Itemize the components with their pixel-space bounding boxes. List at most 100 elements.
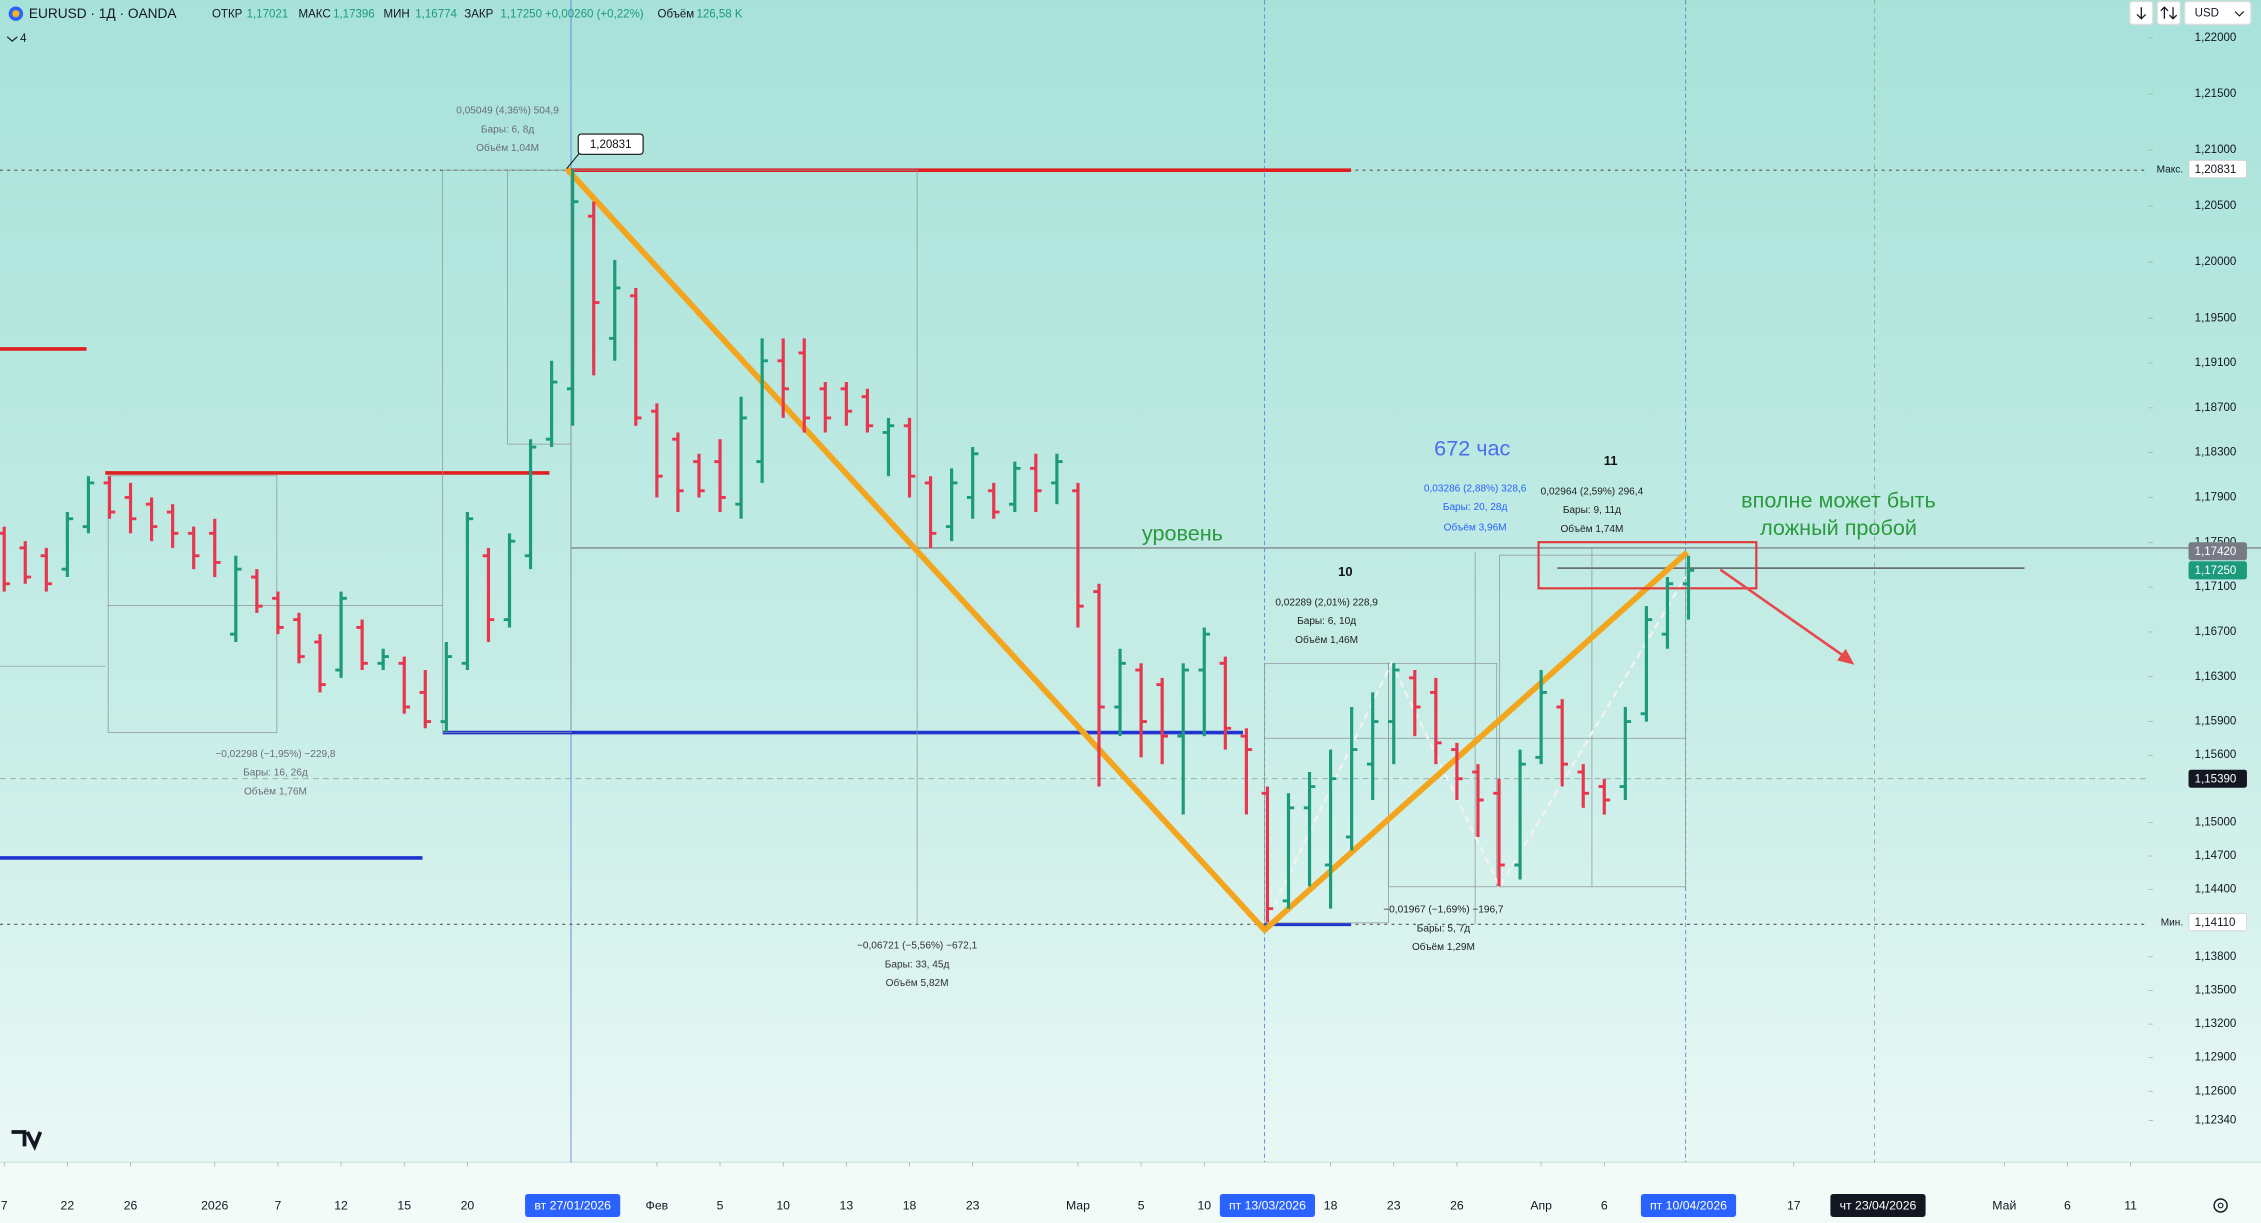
measure-text: Бары: 33, 45д: [885, 959, 950, 970]
x-tick-label: 26: [1450, 1198, 1464, 1212]
y-tick-label: 1,16700: [2195, 626, 2237, 638]
y-tick-label: 1,18300: [2195, 447, 2237, 459]
field-label: ЗАКР: [464, 8, 493, 20]
measure-text: Объём 1,29M: [1412, 941, 1475, 953]
measure-text: Объём 1,76M: [244, 785, 307, 797]
measure-text: −0,01967 (−1,69%) −196,7: [1383, 905, 1504, 916]
bars: [0, 169, 1695, 923]
field-value: 1,17250: [500, 8, 542, 20]
date-tag: [1640, 1193, 1737, 1218]
level-label: уровень: [1142, 521, 1223, 546]
measure-text: 0,02289 (2,01%) 228,9: [1275, 597, 1378, 608]
y-tick-label: 1,14400: [2195, 884, 2237, 896]
symbol-icon: [12, 10, 20, 18]
plot-background: [0, 0, 2261, 1163]
y-tick-label: 1,17900: [2195, 492, 2237, 504]
y-tick-label: 1,12900: [2195, 1052, 2237, 1064]
y-tick-label: 1,20000: [2195, 256, 2237, 268]
button-icon: [2160, 6, 2178, 20]
x-tick-label: 7: [1, 1198, 8, 1212]
currency: USD: [2195, 8, 2219, 20]
date-tag: [525, 1193, 621, 1218]
y-tick-label: 1,21000: [2195, 144, 2237, 156]
price-tag: [2188, 913, 2247, 932]
x-tick-label: 5: [1138, 1198, 1145, 1212]
settings-icon-center: [2217, 1202, 2224, 1209]
hours-label: 672 час: [1434, 436, 1510, 461]
y-tick-label: 1,21500: [2195, 88, 2237, 100]
comment: ложный пробой: [1760, 515, 1917, 540]
price-tag: [2188, 769, 2247, 788]
field-label: МАКС: [298, 8, 330, 20]
indicator-count: 4: [20, 33, 27, 45]
y-tick-label: 1,18700: [2195, 402, 2237, 414]
trend-lines: [564, 166, 1690, 933]
date-tag-label: вт 27/01/2026: [534, 1198, 611, 1212]
price-tag-label: 1,15390: [2195, 773, 2237, 785]
date-tag-label: чт 23/04/2026: [1840, 1198, 1917, 1212]
y-tick-label: 1,15600: [2195, 749, 2237, 761]
currency-button[interactable]: [2183, 0, 2252, 26]
comment: вполне может быть: [1741, 488, 1936, 513]
price-tag: [2188, 542, 2247, 561]
breakout-box: [1537, 541, 1758, 590]
legend: EURUSD · 1Д · OANDA ОТКР 1,17021 МАКС 1,…: [6, 6, 743, 45]
field-label: ОТКР: [212, 8, 243, 20]
price-tag-label: 1,17250: [2195, 565, 2237, 577]
y-tick-label: 1,17100: [2195, 581, 2237, 593]
x-tick-label: 13: [840, 1198, 854, 1212]
measure-text: Бары: 16, 26д: [243, 768, 308, 779]
arrow-head: [1837, 648, 1855, 665]
y-tick-label: 1,13800: [2195, 951, 2237, 963]
measure-text: Бары: 6, 10д: [1297, 616, 1356, 627]
x-tick-label: 5: [717, 1198, 724, 1212]
field-value: 1,17396: [333, 8, 375, 20]
y-tick-label: 1,12600: [2195, 1085, 2237, 1097]
y-tick-label: 1,15900: [2195, 716, 2237, 728]
settings-icon[interactable]: [2213, 1198, 2228, 1213]
y-tick-label: 1,12340: [2195, 1114, 2237, 1126]
x-tick-label: 6: [1601, 1198, 1608, 1212]
measure-text: Объём 3,96M: [1444, 521, 1507, 533]
field-value: 1,16774: [415, 8, 457, 20]
price-tag-note: Мин.: [2161, 918, 2183, 929]
x-tick-label: 23: [966, 1198, 980, 1212]
measure-text: 0,05049 (4,36%) 504,9: [456, 106, 559, 117]
field-label: МИН: [384, 8, 410, 20]
measure-text: Объём 1,46M: [1295, 634, 1358, 646]
callout-pointer: [566, 152, 581, 170]
volume-label: Объём: [658, 8, 695, 20]
y-tick-label: 1,16300: [2195, 671, 2237, 683]
price-tag-label: 1,20831: [2195, 164, 2237, 176]
x-tick-label: 18: [1324, 1198, 1338, 1212]
date-tag-label: пт 13/03/2026: [1229, 1198, 1306, 1212]
x-tick-label: Апр: [1530, 1198, 1552, 1212]
button[interactable]: [2156, 0, 2181, 26]
measure-text: −0,06721 (−5,56%) −672,1: [857, 941, 978, 952]
y-tick-label: 1,13200: [2195, 1018, 2237, 1030]
x-tick-label: 26: [124, 1198, 138, 1212]
measure-text: 0,03286 (2,88%) 328,6: [1424, 483, 1527, 494]
field-value: 1,17021: [247, 8, 289, 20]
x-tick-label: 17: [1787, 1198, 1801, 1212]
x-tick-label: 12: [334, 1198, 348, 1212]
price-tag-label: 1,17420: [2195, 546, 2237, 558]
measure-text: −0,02298 (−1,95%) −229,8: [215, 749, 336, 760]
x-tick-label: Май: [1992, 1198, 2016, 1212]
x-tick-label: Фев: [646, 1198, 669, 1212]
annotations: 0,05049 (4,36%) 504,9 Бары: 6, 8д Объём …: [215, 106, 1936, 989]
collapse-icon: [6, 36, 18, 42]
toolbar: USD: [11, 0, 2252, 1213]
x-tick-label: 10: [1197, 1198, 1211, 1212]
x-tick-label: 11: [2124, 1198, 2137, 1212]
x-tick-label: 18: [903, 1198, 917, 1212]
measure-text: Бары: 5, 7д: [1417, 923, 1470, 934]
y-tick-label: 1,14700: [2195, 850, 2237, 862]
x-tick-label: 6: [2064, 1198, 2071, 1212]
measure-text: Бары: 6, 8д: [481, 124, 534, 135]
y-tick-label: 1,13500: [2195, 985, 2237, 997]
drawings: [0, 0, 2261, 1163]
callout-text: 1,20831: [590, 139, 632, 151]
